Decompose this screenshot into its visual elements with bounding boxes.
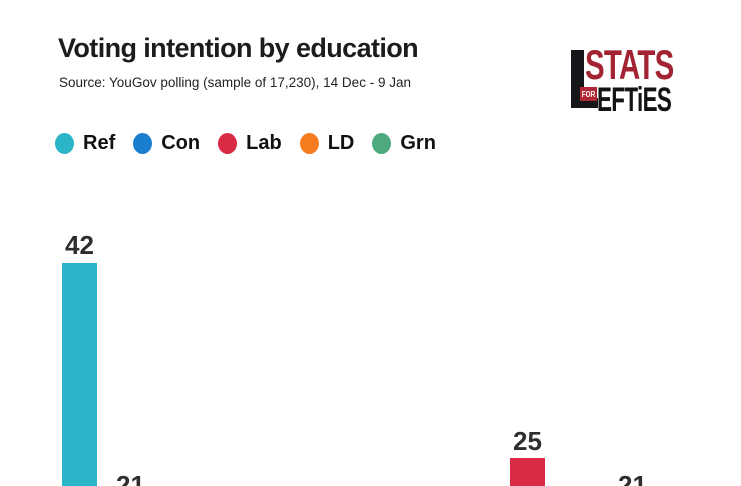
legend-label: LD (327, 132, 355, 154)
legend-label: Grn (400, 132, 436, 154)
legend-label: Con (161, 132, 201, 154)
legend-label: Lab (246, 132, 282, 154)
logo-for-text: FOR (581, 89, 596, 99)
legend-label: Ref (83, 132, 116, 154)
bar-lab (510, 458, 545, 486)
grn-color-dot-icon (372, 133, 392, 154)
legend-item-con: Con (133, 132, 200, 155)
ref-color-dot-icon (55, 133, 74, 154)
legend-item-ld: LD (299, 132, 355, 155)
legend-item-lab: Lab (218, 132, 282, 155)
logo-for-badge: FOR (580, 87, 597, 101)
lab-color-dot-icon (218, 133, 238, 154)
logo-letter-l-foot (571, 98, 598, 108)
bar-ref (62, 263, 97, 486)
ld-color-dot-icon (299, 133, 319, 154)
logo-stats-text: STATS (585, 41, 674, 88)
con-color-dot-icon (133, 133, 153, 154)
chart-source: Source: YouGov polling (sample of 17,230… (59, 75, 411, 90)
bar-value-label: 21 (618, 470, 647, 486)
bar-value-label: 21 (116, 470, 145, 486)
stats-for-lefties-logo: STATS FOR EFTiES (568, 41, 688, 119)
bar-value-label: 25 (513, 426, 542, 456)
logo-efties-text: EFTiES (597, 81, 672, 119)
bar-value-label: 42 (65, 230, 94, 260)
legend-item-ref: Ref (55, 132, 115, 155)
chart-title: Voting intention by education (58, 33, 419, 63)
chart-legend: Ref Con Lab LD Grn (55, 132, 436, 155)
legend-item-grn: Grn (372, 132, 436, 155)
